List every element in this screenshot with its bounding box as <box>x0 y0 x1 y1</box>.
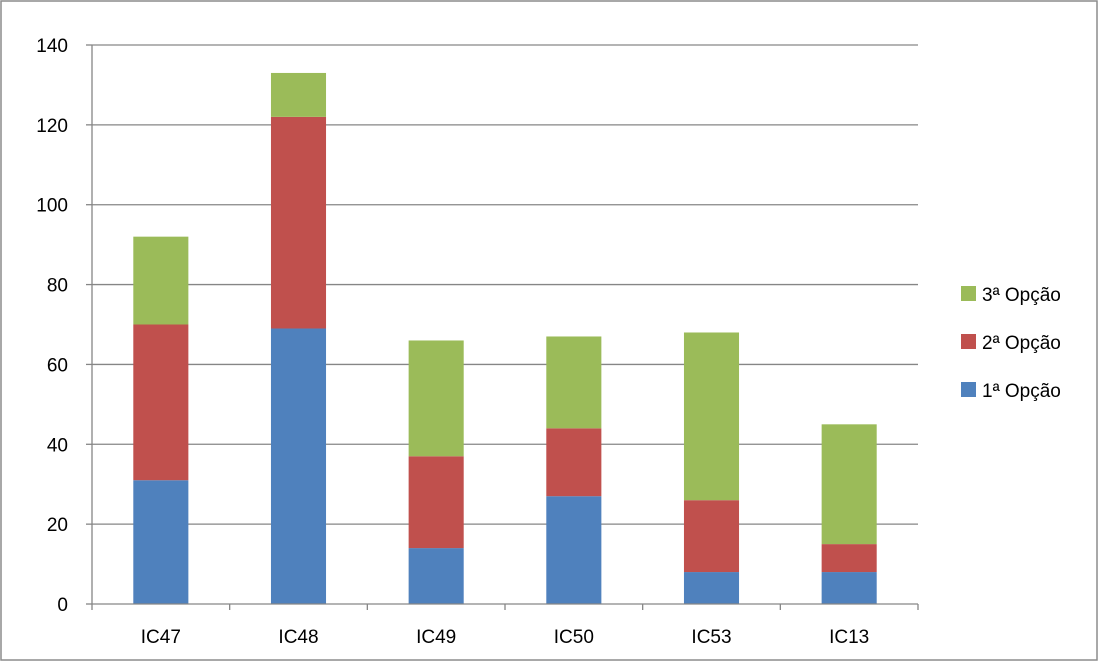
y-tick-label: 60 <box>47 355 68 376</box>
bar-segment-ic47-series-1 <box>133 480 189 604</box>
y-tick-label: 0 <box>57 595 68 616</box>
y-tick-label: 40 <box>47 435 68 456</box>
legend-swatch <box>961 334 976 349</box>
legend-label: 3ª Opção <box>982 285 1061 306</box>
x-tick-label: IC49 <box>416 627 456 648</box>
y-tick-label: 20 <box>47 515 68 536</box>
legend-swatch <box>961 382 976 397</box>
legend: 3ª Opção 2ª Opção 1ª Opção <box>961 285 1061 402</box>
x-tick-label: IC53 <box>691 627 731 648</box>
axes: 0 20 40 60 80 100 120 140 IC47 IC48 IC49 IC50 IC53 IC… <box>36 36 919 648</box>
legend-label: 1ª Opção <box>982 381 1061 402</box>
bar-segment-ic49-series-2 <box>408 456 464 549</box>
bar-segment-ic53-series-1 <box>683 572 740 604</box>
bar-segment-ic48-series-1 <box>270 328 327 604</box>
bar-segment-ic50-series-2 <box>546 428 602 497</box>
y-tick-label: 120 <box>36 116 68 137</box>
bar-segment-ic50-series-3 <box>546 336 602 429</box>
x-tick-label: IC50 <box>554 627 594 648</box>
y-tick-label: 100 <box>36 196 68 217</box>
y-tick-label: 140 <box>36 36 68 57</box>
bar-segment-ic48-series-3 <box>270 72 327 117</box>
bar-segment-ic13-series-3 <box>821 424 877 545</box>
bar-segment-ic50-series-1 <box>546 496 602 604</box>
bar-segment-ic47-series-2 <box>133 324 189 481</box>
bar-segment-ic49-series-1 <box>408 548 464 604</box>
bar-segment-ic49-series-3 <box>408 340 464 457</box>
bar-segment-ic47-series-3 <box>133 236 189 325</box>
legend-label: 2ª Opção <box>982 333 1061 354</box>
bar-segment-ic13-series-2 <box>821 544 877 573</box>
bar-segment-ic53-series-3 <box>683 332 740 501</box>
bar-segment-ic48-series-2 <box>270 116 327 329</box>
legend-swatch <box>961 286 976 301</box>
bar-segment-ic13-series-1 <box>821 572 877 604</box>
x-tick-label: IC47 <box>141 627 181 648</box>
bars <box>133 72 877 604</box>
y-tick-label: 80 <box>47 276 68 297</box>
bar-segment-ic53-series-2 <box>683 500 740 573</box>
x-tick-label: IC13 <box>829 627 869 648</box>
x-tick-label: IC48 <box>278 627 318 648</box>
gridlines <box>92 44 918 525</box>
